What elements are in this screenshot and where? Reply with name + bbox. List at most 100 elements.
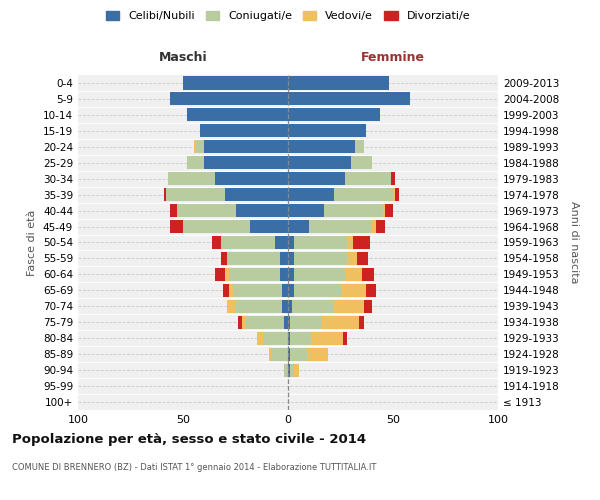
Bar <box>164 188 166 201</box>
Y-axis label: Anni di nascita: Anni di nascita <box>569 201 579 284</box>
Bar <box>257 332 263 345</box>
Bar <box>385 204 393 217</box>
Text: Popolazione per età, sesso e stato civile - 2014: Popolazione per età, sesso e stato civil… <box>12 432 366 446</box>
Bar <box>187 108 288 122</box>
Bar <box>170 92 288 106</box>
Bar <box>292 300 334 313</box>
Bar <box>309 220 372 233</box>
Bar <box>288 300 292 313</box>
Bar <box>280 252 288 265</box>
Bar <box>295 284 341 297</box>
Bar <box>288 268 295 281</box>
Bar <box>227 300 235 313</box>
Bar <box>284 316 288 329</box>
Bar <box>288 348 290 360</box>
Bar <box>223 284 229 297</box>
Bar <box>280 268 288 281</box>
Bar <box>288 204 324 217</box>
Bar <box>295 252 347 265</box>
Bar <box>215 172 288 185</box>
Bar <box>288 124 366 138</box>
Bar <box>391 172 395 185</box>
Bar <box>229 268 280 281</box>
Bar <box>341 284 366 297</box>
Bar <box>193 140 196 153</box>
Bar <box>290 348 307 360</box>
Bar <box>288 332 290 345</box>
Bar <box>196 140 204 153</box>
Bar <box>229 284 233 297</box>
Bar <box>372 220 376 233</box>
Bar <box>176 204 235 217</box>
Bar <box>288 236 295 249</box>
Bar <box>170 220 183 233</box>
Bar <box>215 268 225 281</box>
Bar <box>183 76 288 90</box>
Bar <box>284 364 288 376</box>
Bar <box>359 316 364 329</box>
Bar <box>204 156 288 170</box>
Bar <box>345 172 391 185</box>
Bar <box>383 204 385 217</box>
Bar <box>238 316 242 329</box>
Text: COMUNE DI BRENNERO (BZ) - Dati ISTAT 1° gennaio 2014 - Elaborazione TUTTITALIA.I: COMUNE DI BRENNERO (BZ) - Dati ISTAT 1° … <box>12 462 376 471</box>
Bar <box>288 252 295 265</box>
Bar <box>233 284 282 297</box>
Bar <box>282 284 288 297</box>
Bar <box>250 220 288 233</box>
Bar <box>288 364 290 376</box>
Bar <box>168 172 215 185</box>
Bar <box>288 316 290 329</box>
Text: Maschi: Maschi <box>158 51 208 64</box>
Bar <box>242 316 246 329</box>
Bar <box>324 204 383 217</box>
Bar <box>221 252 227 265</box>
Bar <box>343 332 347 345</box>
Bar <box>355 140 364 153</box>
Bar <box>358 252 368 265</box>
Bar <box>393 188 395 201</box>
Bar <box>351 156 372 170</box>
Bar <box>204 140 288 153</box>
Bar <box>353 236 370 249</box>
Legend: Celibi/Nubili, Coniugati/e, Vedovi/e, Divorziati/e: Celibi/Nubili, Coniugati/e, Vedovi/e, Di… <box>106 10 470 21</box>
Bar <box>200 124 288 138</box>
Bar <box>345 268 362 281</box>
Bar <box>275 236 288 249</box>
Bar <box>282 300 288 313</box>
Bar <box>295 364 299 376</box>
Bar <box>227 252 280 265</box>
Bar <box>311 332 343 345</box>
Bar <box>288 172 345 185</box>
Bar <box>187 156 204 170</box>
Bar <box>334 188 393 201</box>
Bar <box>166 188 225 201</box>
Bar <box>170 204 176 217</box>
Y-axis label: Fasce di età: Fasce di età <box>28 210 37 276</box>
Bar <box>288 156 351 170</box>
Bar <box>334 300 364 313</box>
Bar <box>288 188 334 201</box>
Bar <box>295 268 345 281</box>
Bar <box>269 348 271 360</box>
Bar <box>235 204 288 217</box>
Bar <box>347 252 358 265</box>
Bar <box>263 332 288 345</box>
Bar <box>347 236 353 249</box>
Bar <box>307 348 328 360</box>
Bar <box>361 268 374 281</box>
Bar <box>288 76 389 90</box>
Bar <box>376 220 385 233</box>
Bar <box>290 332 311 345</box>
Bar <box>290 316 322 329</box>
Bar <box>295 236 347 249</box>
Bar <box>183 220 250 233</box>
Bar <box>212 236 221 249</box>
Bar <box>290 364 295 376</box>
Bar <box>246 316 284 329</box>
Bar <box>271 348 288 360</box>
Bar <box>322 316 359 329</box>
Bar <box>364 300 372 313</box>
Bar <box>235 300 282 313</box>
Bar <box>288 92 410 106</box>
